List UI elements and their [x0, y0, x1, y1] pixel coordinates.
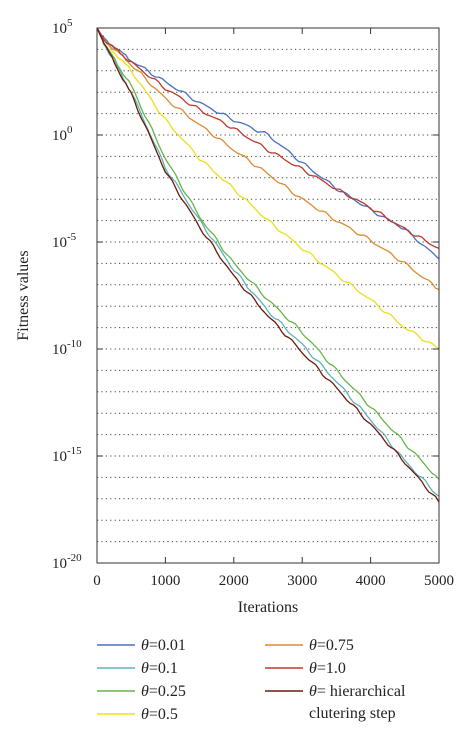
y-axis-ticks: 105 100 10-5 10-10 10-15 10-20 — [52, 17, 439, 572]
y-tick-label: 10-20 — [52, 552, 82, 572]
x-tick-label: 0 — [93, 573, 101, 589]
series-line — [96, 27, 440, 250]
plot-frame — [96, 27, 440, 564]
y-tick-label: 105 — [52, 17, 73, 37]
series-line — [96, 27, 440, 480]
series-line — [96, 27, 440, 503]
legend-label: clutering step — [309, 705, 396, 722]
y-tick-label: 10-15 — [52, 445, 82, 465]
x-tick-label: 4000 — [356, 573, 386, 589]
legend-label: θ=0.75 — [309, 637, 354, 654]
x-tick-label: 5000 — [424, 573, 454, 589]
legend-label: θ=0.01 — [141, 637, 186, 654]
x-tick-label: 3000 — [287, 573, 317, 589]
grid — [97, 48, 439, 543]
legend-label: θ=1.0 — [309, 660, 346, 677]
x-axis-ticks: 0 1000 2000 3000 4000 5000 — [93, 28, 454, 589]
x-tick-label: 1000 — [150, 573, 180, 589]
x-axis-title: Iterations — [238, 599, 298, 616]
series-line — [96, 27, 440, 350]
x-tick-label: 2000 — [219, 573, 249, 589]
y-tick-label: 10-5 — [52, 231, 77, 251]
legend-label: θ=0.25 — [141, 683, 186, 700]
legend-label: θ=0.5 — [141, 706, 178, 723]
y-axis-title: Fitness values — [15, 250, 32, 340]
y-tick-label: 100 — [52, 124, 73, 144]
series-line — [96, 27, 440, 291]
series-line — [96, 27, 440, 260]
legend-label: θ=0.1 — [141, 660, 178, 677]
y-tick-label: 10-10 — [52, 338, 82, 358]
legend: θ=0.01 θ=0.1 θ=0.25 θ=0.5 θ=0.75 θ=1.0 θ= hier… — [97, 637, 406, 723]
legend-label: θ= hierarchical — [309, 683, 406, 700]
series-lines — [96, 27, 440, 503]
